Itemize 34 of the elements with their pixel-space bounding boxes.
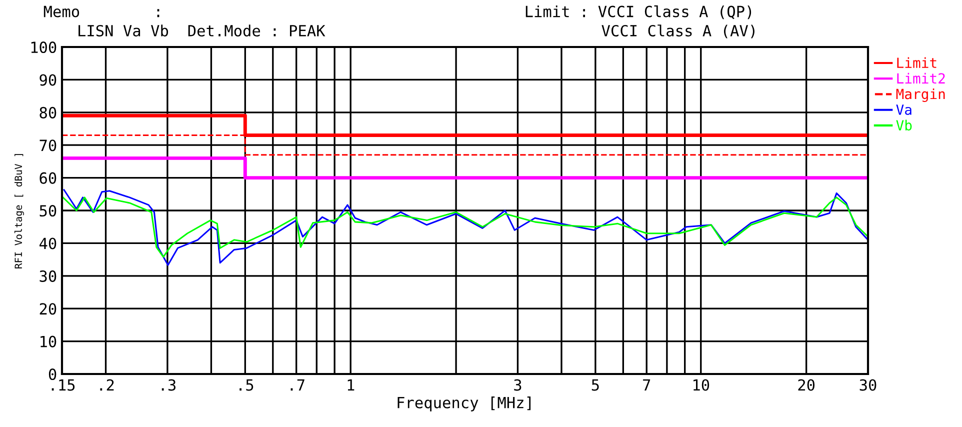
text: VCCI Class A (AV): [602, 24, 754, 38]
x-axis-title: Frequency [MHz]: [398, 396, 531, 412]
y-tick-label: 0: [48, 368, 56, 380]
x-tick-label: 7: [643, 379, 650, 391]
y-tick-label: 10: [40, 336, 56, 348]
x-tick-label: .2: [100, 379, 114, 391]
y-tick-label: 30: [40, 270, 56, 282]
y-tick-label: 90: [40, 74, 56, 86]
y-tick-label: 70: [40, 140, 56, 152]
x-tick-label: .5: [240, 379, 254, 391]
y-tick-label: 20: [40, 303, 56, 315]
y-tick-label: 80: [40, 106, 56, 118]
y-tick-label: 60: [40, 172, 56, 184]
x-tick-label: 30: [860, 379, 876, 391]
x-tick-label: .15: [52, 379, 75, 391]
y-tick-label: 50: [40, 205, 56, 217]
legend-label: Limit: [897, 57, 936, 68]
legend-label: Margin: [896, 88, 945, 102]
x-tick-label: 5: [592, 379, 599, 391]
x-tick-label: .3: [162, 379, 176, 391]
text: Limit : VCCI Class A (QP): [526, 5, 752, 20]
x-tick-label: 10: [694, 379, 710, 391]
text: Memo :: [44, 6, 160, 18]
x-tick-label: 3: [514, 379, 522, 391]
legend-label: Va: [896, 104, 912, 115]
text: LISN Va Vb Det.Mode : PEAK: [78, 24, 326, 36]
legend-label: Vb: [896, 120, 912, 131]
y-axis-title: RFI Voltage [ dBuV ]: [14, 154, 24, 268]
x-tick-label: 1: [348, 379, 354, 391]
y-tick-label: 100: [31, 42, 56, 54]
x-tick-label: 20: [798, 379, 815, 391]
x-tick-label: .7: [290, 379, 304, 391]
y-tick-label: 40: [40, 238, 56, 250]
legend-label: Limit2: [897, 72, 945, 84]
